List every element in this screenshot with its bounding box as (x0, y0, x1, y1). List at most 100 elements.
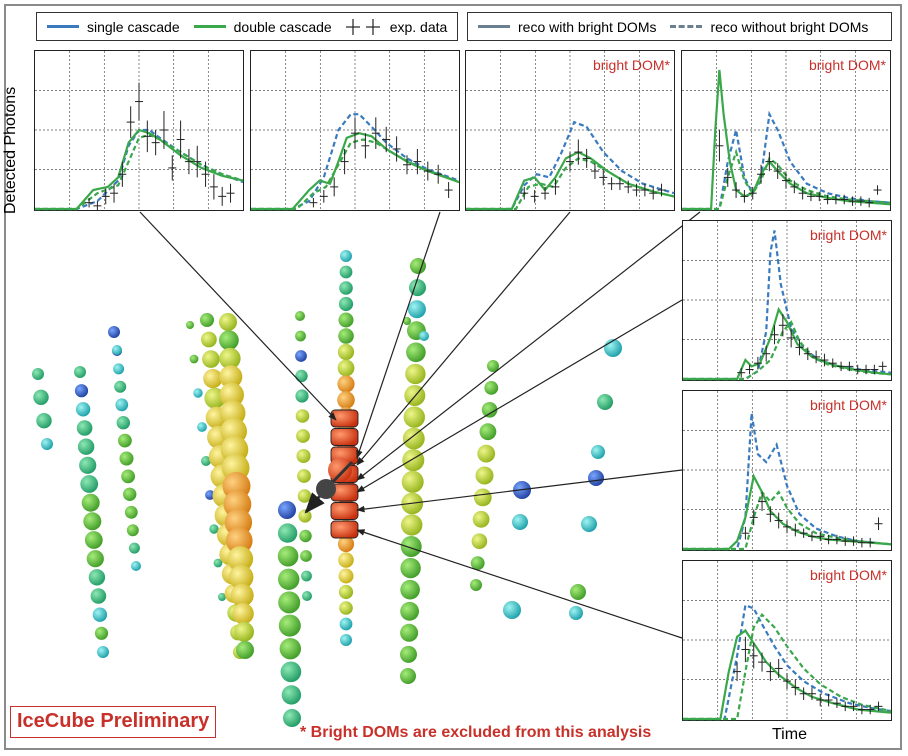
figure-border (4, 4, 902, 750)
dom-sphere (337, 359, 355, 377)
data-point (782, 172, 790, 189)
data-point (870, 364, 879, 375)
pointer-arrow (139, 211, 337, 421)
dom-sphere (277, 523, 298, 543)
data-point (551, 178, 560, 195)
dom-sphere (121, 469, 135, 484)
data-point (168, 155, 177, 181)
data-point (392, 136, 401, 162)
data-point (741, 526, 750, 540)
dom-sphere (295, 311, 305, 321)
dom-sphere (236, 641, 254, 659)
dom-sphere (77, 438, 95, 455)
dom-sphere (338, 552, 354, 568)
dom-sphere (83, 512, 102, 531)
dom-sphere (209, 524, 219, 534)
data-point (790, 180, 799, 194)
dom-sphere (112, 345, 122, 355)
y-axis-label: Detected Photons (2, 86, 19, 214)
dom-sphere (219, 365, 243, 389)
bright-dom-label: bright DOM* (810, 397, 888, 413)
dom-sphere (473, 488, 492, 507)
data-point (193, 145, 202, 178)
dom-sphere (297, 489, 312, 503)
data-point (873, 185, 882, 195)
dom-sphere (219, 330, 239, 351)
panel-grid (683, 221, 891, 379)
data-point (831, 194, 840, 205)
data-points (715, 130, 882, 208)
waveform-panel-1 (34, 50, 244, 211)
dom-sphere (219, 313, 237, 331)
dom-sphere (278, 591, 301, 614)
double-cascade-line (682, 69, 891, 211)
dom-sphere (201, 331, 217, 348)
data-point (590, 163, 599, 179)
dom-sphere (94, 626, 109, 640)
data-points (520, 139, 666, 203)
dom-sphere (97, 646, 109, 658)
dom-sphere (470, 579, 482, 591)
bright-dom-label: bright DOM* (810, 567, 888, 583)
data-point (371, 117, 380, 149)
dom-sphere (339, 281, 353, 295)
dom-sphere (337, 535, 355, 553)
data-points (741, 492, 883, 548)
x-axis-label: Time (772, 726, 807, 743)
data-point (520, 186, 529, 200)
data-point (866, 537, 875, 548)
data-point (403, 155, 411, 175)
dom-sphere (115, 398, 129, 412)
dom-sphere (301, 570, 312, 582)
legend-label-reco-with: reco with bright DOMs (518, 18, 657, 35)
double-cascade-line-dashed (251, 138, 460, 211)
data-point (745, 364, 754, 375)
dom-sphere (402, 449, 425, 472)
bright-dom-box (330, 428, 359, 446)
waveform-panel-2 (250, 50, 460, 211)
dom-sphere (118, 433, 132, 448)
data-point (874, 517, 883, 531)
data-point (574, 139, 583, 165)
dom-sphere (400, 557, 421, 579)
dom-sphere (581, 516, 597, 532)
pointer-arrow (356, 469, 683, 513)
dom-sphere (81, 493, 100, 512)
dom-sphere (74, 384, 89, 398)
dom-sphere (471, 533, 488, 549)
data-point (607, 177, 616, 191)
legend-item-data: exp. data (345, 18, 447, 35)
dom-sphere (400, 579, 420, 600)
data-point (774, 512, 783, 529)
data-point (791, 523, 800, 537)
dom-sphere (213, 558, 223, 568)
legend-swatch-reco-without (670, 25, 703, 28)
data-point (382, 126, 391, 153)
dom-sphere (218, 593, 226, 601)
dom-sphere (588, 470, 604, 486)
data-point (748, 186, 757, 200)
dom-sphere (32, 368, 44, 380)
dom-sphere (400, 536, 422, 557)
data-point (762, 345, 771, 362)
bright-dom-box (330, 502, 359, 520)
single-cascade-line-dashed (682, 110, 891, 211)
data-point (151, 130, 160, 156)
dom-sphere (41, 438, 53, 450)
data-point (807, 531, 816, 542)
dom-sphere (338, 328, 354, 344)
dom-sphere (300, 550, 312, 562)
bright-dom-box (330, 520, 359, 539)
dom-sphere (227, 546, 254, 572)
legend-swatch-data (345, 18, 384, 35)
double-cascade-line-dashed (683, 489, 892, 551)
data-point (749, 643, 758, 669)
data-point (101, 188, 110, 205)
data-points (737, 314, 887, 378)
legend-item-double: double cascade (193, 19, 332, 35)
data-point (857, 537, 866, 548)
data-point (773, 163, 782, 179)
dom-sphere (219, 347, 241, 370)
dom-sphere (124, 505, 138, 519)
dom-sphere (295, 350, 307, 362)
